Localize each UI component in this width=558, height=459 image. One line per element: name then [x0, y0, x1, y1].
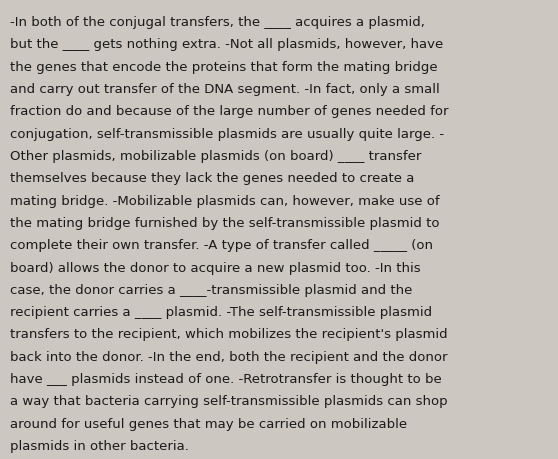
Text: themselves because they lack the genes needed to create a: themselves because they lack the genes n…: [10, 172, 415, 185]
Text: and carry out transfer of the DNA segment. -In fact, only a small: and carry out transfer of the DNA segmen…: [10, 83, 440, 96]
Text: recipient carries a ____ plasmid. -The self-transmissible plasmid: recipient carries a ____ plasmid. -The s…: [10, 305, 432, 319]
Text: conjugation, self-transmissible plasmids are usually quite large. -: conjugation, self-transmissible plasmids…: [10, 127, 444, 140]
Text: plasmids in other bacteria.: plasmids in other bacteria.: [10, 439, 189, 452]
Text: mating bridge. -Mobilizable plasmids can, however, make use of: mating bridge. -Mobilizable plasmids can…: [10, 194, 440, 207]
Text: the mating bridge furnished by the self-transmissible plasmid to: the mating bridge furnished by the self-…: [10, 216, 440, 230]
Text: fraction do and because of the large number of genes needed for: fraction do and because of the large num…: [10, 105, 449, 118]
Text: Other plasmids, mobilizable plasmids (on board) ____ transfer: Other plasmids, mobilizable plasmids (on…: [10, 150, 421, 162]
Text: board) allows the donor to acquire a new plasmid too. -In this: board) allows the donor to acquire a new…: [10, 261, 421, 274]
Text: a way that bacteria carrying self-transmissible plasmids can shop: a way that bacteria carrying self-transm…: [10, 394, 448, 408]
Text: around for useful genes that may be carried on mobilizable: around for useful genes that may be carr…: [10, 417, 407, 430]
Text: -In both of the conjugal transfers, the ____ acquires a plasmid,: -In both of the conjugal transfers, the …: [10, 16, 425, 29]
Text: the genes that encode the proteins that form the mating bridge: the genes that encode the proteins that …: [10, 61, 437, 73]
Text: complete their own transfer. -A type of transfer called _____ (on: complete their own transfer. -A type of …: [10, 239, 433, 252]
Text: transfers to the recipient, which mobilizes the recipient's plasmid: transfers to the recipient, which mobili…: [10, 328, 448, 341]
Text: have ___ plasmids instead of one. -Retrotransfer is thought to be: have ___ plasmids instead of one. -Retro…: [10, 372, 442, 385]
Text: but the ____ gets nothing extra. -Not all plasmids, however, have: but the ____ gets nothing extra. -Not al…: [10, 39, 443, 51]
Text: back into the donor. -In the end, both the recipient and the donor: back into the donor. -In the end, both t…: [10, 350, 448, 363]
Text: case, the donor carries a ____-transmissible plasmid and the: case, the donor carries a ____-transmiss…: [10, 283, 412, 296]
